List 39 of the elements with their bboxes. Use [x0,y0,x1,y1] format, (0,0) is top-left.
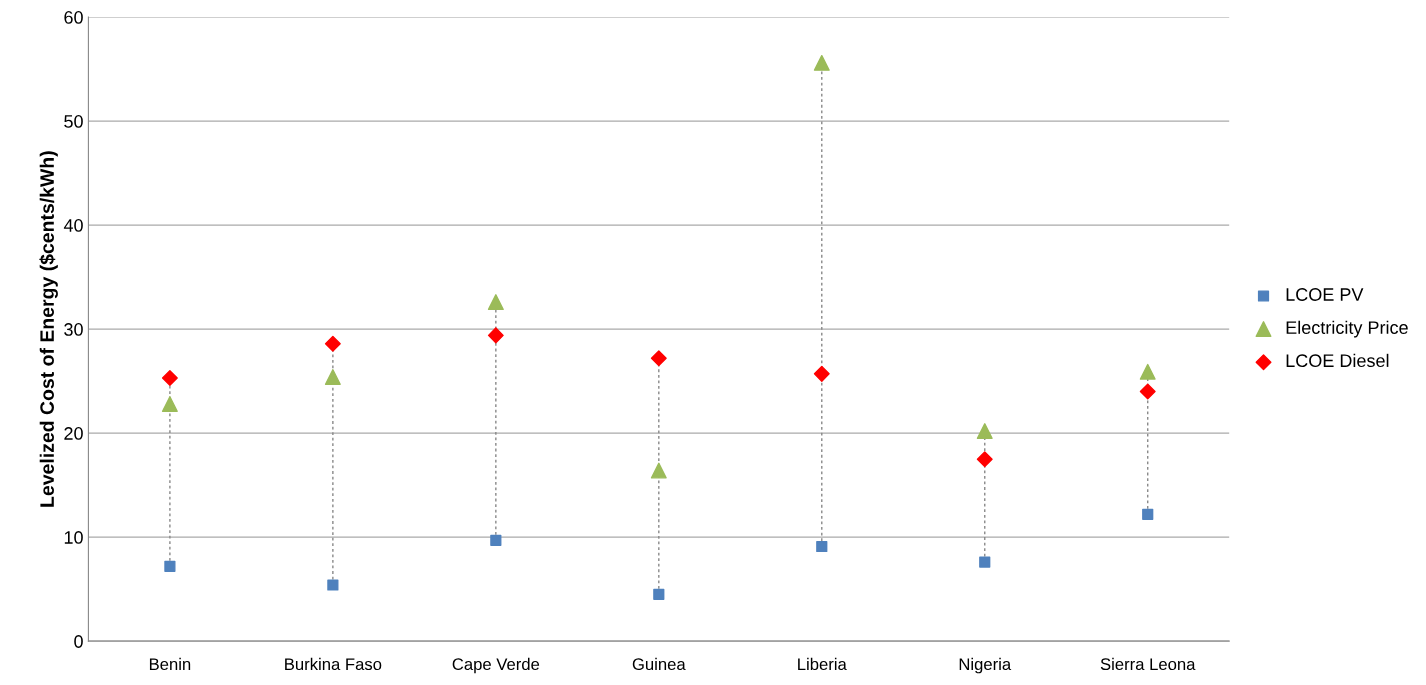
y-tick-label: 30 [64,323,83,336]
y-tick-label: 60 [64,11,83,24]
point [650,462,667,479]
point [487,294,504,311]
point [487,327,504,344]
point [164,560,176,572]
point [976,451,993,468]
legend-label: LCOE PV [1286,288,1364,301]
y-tick-label: 10 [64,531,83,544]
y-axis-title: Levelized Cost of Energy ($cents/kWh) [39,151,58,507]
legend-label: Electricity Price [1286,320,1408,338]
legend-label: LCOE Diesel [1286,353,1389,368]
point [976,423,993,440]
y-tick-label: 0 [74,635,83,648]
y-tick-label: 50 [64,115,83,128]
point [161,370,178,387]
x-tick-label: Guinea [632,657,686,671]
point [161,396,178,413]
x-tick-label: Liberia [798,657,847,671]
point [327,579,339,591]
point [816,540,828,553]
point [324,335,341,352]
x-tick-label: Sierra Leona [1100,657,1196,671]
point [1142,508,1154,520]
point [813,365,830,382]
x-tick-label: Nigeria [959,657,1012,674]
y-tick-label: 20 [64,427,83,440]
point [653,588,665,600]
point [1139,363,1156,380]
point [813,54,830,71]
point [650,350,667,367]
x-tick-label: Cape Verde [452,657,540,674]
x-tick-label: Burkina Faso [285,657,382,671]
y-tick-label: 40 [63,219,83,232]
point [490,534,502,546]
point [979,556,991,568]
x-tick-label: Benin [149,657,191,671]
point [324,369,341,385]
point [1139,383,1156,400]
